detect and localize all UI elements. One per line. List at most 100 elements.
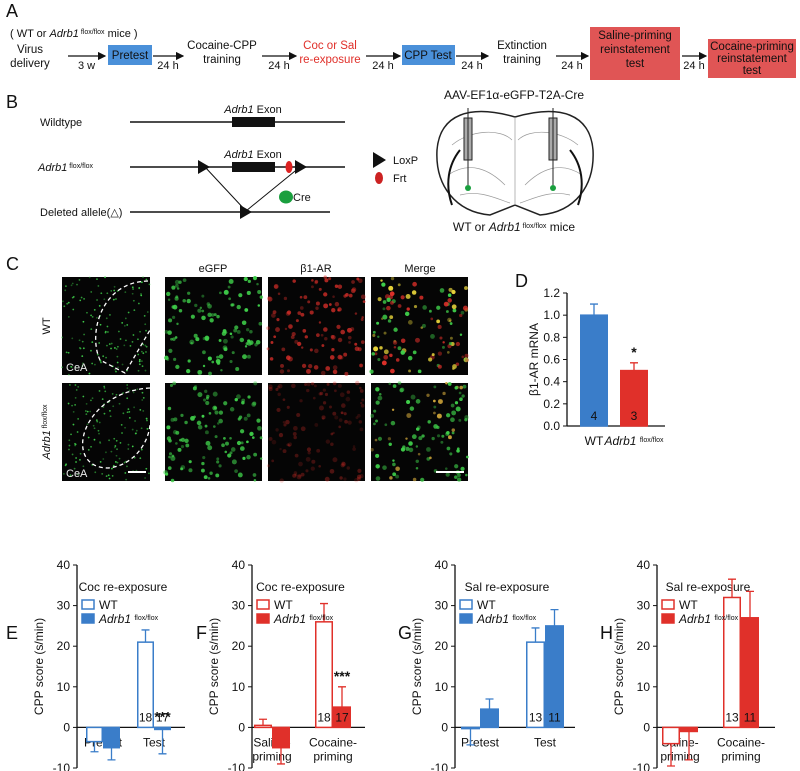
cell-dot (245, 342, 249, 346)
cell-dot (98, 432, 100, 435)
cell-dot (62, 300, 64, 303)
cell-dot (451, 428, 456, 432)
panel-label: B (6, 92, 18, 112)
cell-dot (450, 403, 455, 408)
error-bar (338, 686, 346, 708)
cell-dot (288, 324, 293, 329)
cell-dot (145, 417, 148, 420)
cell-dot (87, 448, 90, 451)
cell-dot (282, 449, 287, 454)
cell-dot (344, 371, 349, 376)
cell-dot (445, 413, 451, 418)
cell-dot (387, 437, 392, 441)
legend-swatch (661, 613, 675, 624)
cell-dot (449, 336, 453, 340)
cell-dot (94, 363, 96, 366)
cell-dot (416, 427, 420, 431)
cell-dot (324, 336, 328, 341)
cell-dot (389, 315, 394, 320)
cell-dot (214, 410, 219, 415)
bar (580, 314, 608, 427)
cell-dot (86, 311, 88, 314)
cell-dot (90, 445, 92, 448)
cell-dot (134, 420, 136, 422)
cell-dot (218, 354, 224, 359)
cell-dot (122, 392, 124, 394)
cell-dot (112, 298, 115, 301)
cell-dot (440, 440, 444, 444)
cell-dot (98, 304, 101, 307)
cell-dot (246, 440, 249, 444)
cell-dot (193, 333, 198, 338)
cell-dot (338, 425, 342, 429)
cell-dot (332, 431, 335, 435)
cell-dot (433, 411, 436, 415)
legend-frt (375, 172, 383, 184)
cell-dot (390, 420, 396, 426)
cell-dot (223, 401, 228, 406)
y-tick-label: -10 (228, 761, 246, 771)
cell-dot (300, 426, 306, 432)
cell-dot (124, 317, 127, 320)
cell-dot (182, 278, 187, 283)
cell-dot (110, 342, 113, 345)
cell-dot (108, 477, 111, 480)
y-tick-label: 10 (57, 680, 71, 694)
cell-dot (456, 449, 460, 453)
cell-dot (80, 296, 83, 299)
cell-dot (114, 368, 117, 371)
x-tick-label: Pretest (461, 735, 500, 749)
step-label: training (203, 54, 241, 66)
cell-dot (286, 369, 290, 373)
cell-dot (222, 345, 228, 351)
y-tick-label: 30 (57, 599, 71, 613)
cell-dot (359, 363, 363, 368)
cell-dot (132, 391, 135, 394)
cell-dot (464, 415, 469, 420)
cell-dot (253, 479, 257, 482)
cell-dot (206, 302, 211, 306)
cell-dot (99, 460, 102, 463)
cell-dot (284, 327, 288, 331)
cell-dot (464, 418, 468, 422)
error-bar (531, 627, 540, 643)
cell-dot (247, 395, 251, 399)
cell-dot (437, 364, 442, 369)
cell-dot (77, 473, 79, 476)
cell-dot (272, 310, 277, 315)
cell-dot (246, 328, 250, 332)
cell-dot (442, 391, 446, 396)
column-header: eGFP (199, 263, 228, 275)
cell-dot (167, 330, 172, 335)
cell-dot (140, 350, 143, 353)
cell-dot (108, 343, 111, 345)
cell-dot (256, 282, 259, 286)
legend-label: WT (679, 598, 698, 612)
cell-dot (392, 472, 397, 477)
cell-dot (107, 474, 110, 477)
cell-dot (126, 324, 129, 326)
error-bar (141, 629, 150, 643)
cell-dot (105, 356, 107, 359)
step-label: reinstatement (600, 44, 670, 56)
cell-dot (96, 299, 98, 301)
y-tick-label: 0.0 (543, 419, 560, 433)
error-bar (685, 731, 693, 761)
cell-dot (109, 314, 111, 316)
legend-label: WT (477, 598, 496, 612)
cell-dot (393, 327, 398, 332)
cell-dot (447, 317, 452, 323)
cell-dot (146, 419, 148, 422)
cell-dot (392, 340, 398, 345)
cell-dot (340, 411, 344, 415)
n-label: 4 (591, 409, 598, 423)
cell-dot (116, 345, 119, 348)
cell-dot (297, 311, 302, 315)
error-bar (550, 609, 559, 626)
cell-dot (460, 466, 465, 471)
cell-dot (304, 382, 308, 386)
cell-dot (323, 292, 328, 297)
cell-dot (145, 278, 148, 281)
cell-dot (243, 416, 248, 421)
cell-dot (110, 289, 113, 292)
